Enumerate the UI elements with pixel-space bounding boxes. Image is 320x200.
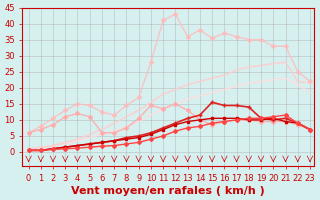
X-axis label: Vent moyen/en rafales ( km/h ): Vent moyen/en rafales ( km/h ) — [71, 186, 265, 196]
